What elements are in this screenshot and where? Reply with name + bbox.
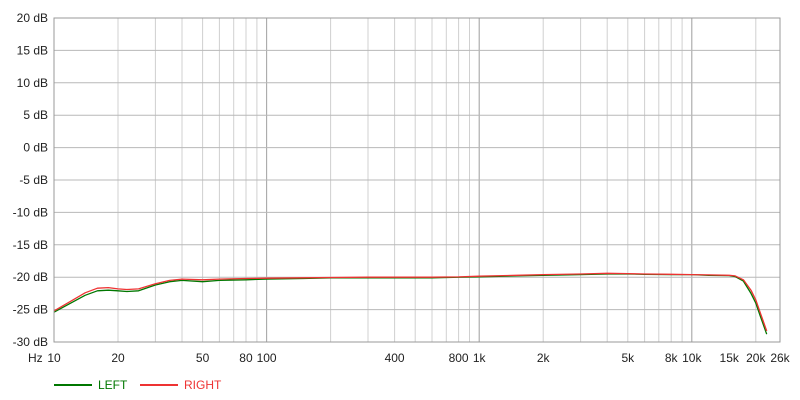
legend-swatch-right: [140, 384, 178, 386]
y-tick-label: 15 dB: [17, 43, 48, 57]
legend-entry-left: LEFT: [54, 378, 127, 392]
x-tick-label: 800: [449, 351, 469, 365]
x-tick-label: 400: [385, 351, 405, 365]
series-line-right: [53, 272, 768, 332]
x-tick-label: 8k: [665, 351, 679, 365]
y-tick-label: -5 dB: [19, 173, 48, 187]
series-lines: [53, 272, 768, 335]
x-tick-label: 26k: [770, 351, 790, 365]
x-tick-label: 80: [239, 351, 253, 365]
x-tick-label: 15k: [720, 351, 740, 365]
x-tick-label: 2k: [537, 351, 551, 365]
x-axis-ticks: Hz 10 20 50 80 100 400 800 1k 2k 5k 8k 10k 15k 20k 26k: [28, 351, 791, 365]
x-tick-label: 10k: [682, 351, 702, 365]
x-tick-label: 100: [257, 351, 277, 365]
legend-entry-right: RIGHT: [140, 378, 221, 392]
x-tick-label: 10: [47, 351, 61, 365]
x-tick-label: 5k: [621, 351, 635, 365]
x-tick-label: 20: [111, 351, 125, 365]
plot-frame: [53, 17, 781, 343]
y-tick-label: 5 dB: [23, 108, 48, 122]
x-axis-unit-label: Hz: [28, 351, 43, 365]
y-tick-label: -25 dB: [13, 303, 48, 317]
legend-swatch-left: [54, 384, 92, 386]
y-tick-label: 0 dB: [23, 141, 48, 155]
y-tick-label: 20 dB: [17, 11, 48, 25]
y-tick-label: -15 dB: [13, 238, 48, 252]
x-tick-label: 20k: [746, 351, 766, 365]
x-tick-label: 50: [196, 351, 210, 365]
legend-label-right: RIGHT: [184, 378, 222, 392]
y-tick-label: -10 dB: [13, 205, 48, 219]
y-tick-label: -20 dB: [13, 270, 48, 284]
x-tick-label: 1k: [473, 351, 487, 365]
y-axis-ticks: 20 dB 15 dB 10 dB 5 dB 0 dB -5 dB -10 dB -15 dB…: [13, 11, 48, 349]
y-tick-label: -30 dB: [13, 335, 48, 349]
legend-label-left: LEFT: [98, 378, 128, 392]
y-tick-label: 10 dB: [17, 76, 48, 90]
